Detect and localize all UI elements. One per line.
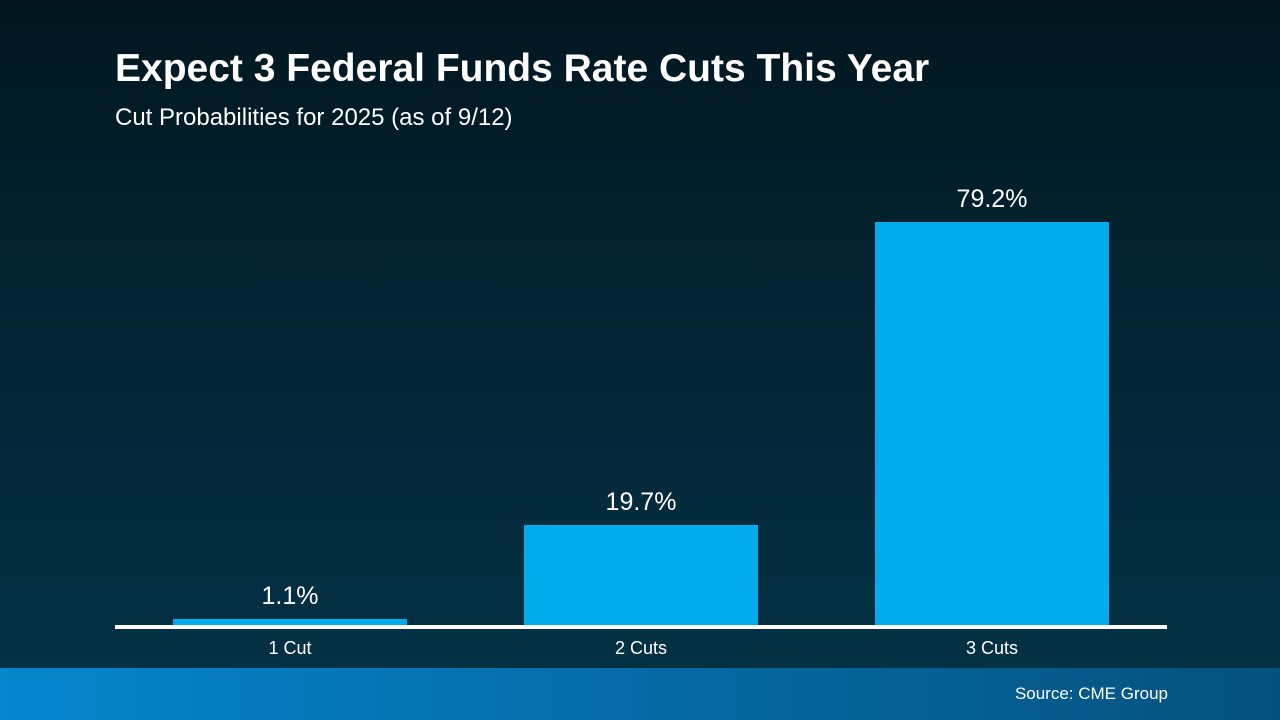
bar-value-label: 19.7% xyxy=(605,488,677,516)
bar-category-label: 3 Cuts xyxy=(965,638,1019,658)
bar-group: 79.2% xyxy=(875,185,1109,625)
bar-group: 19.7% xyxy=(524,488,758,625)
chart-title: Expect 3 Federal Funds Rate Cuts This Ye… xyxy=(115,47,930,90)
bar xyxy=(524,525,758,625)
bar xyxy=(875,222,1109,625)
footer-bar: Source: CME Group xyxy=(0,668,1280,720)
bar xyxy=(173,619,407,625)
bar-category-label: 2 Cuts xyxy=(614,638,668,658)
x-axis-line xyxy=(115,625,1167,629)
bar-value-label: 1.1% xyxy=(261,582,319,610)
bar-category-label: 1 Cut xyxy=(268,638,312,658)
source-credit: Source: CME Group xyxy=(1014,684,1168,703)
bar-value-label: 79.2% xyxy=(956,185,1028,213)
bar-group: 1.1% xyxy=(173,582,407,625)
chart-subtitle: Cut Probabilities for 2025 (as of 9/12) xyxy=(115,103,513,131)
chart-header: Expect 3 Federal Funds Rate Cuts This Ye… xyxy=(115,47,930,132)
